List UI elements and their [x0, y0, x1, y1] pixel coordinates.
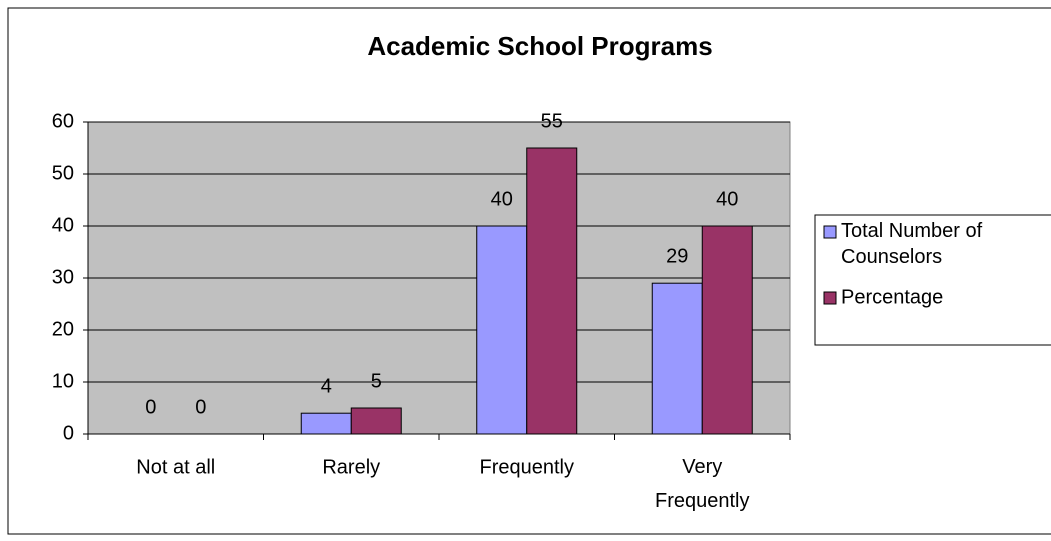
value-label: 0 [145, 396, 156, 418]
legend-label: Percentage [841, 286, 943, 308]
value-label: 40 [716, 188, 738, 210]
value-label: 29 [666, 245, 688, 267]
value-label: 40 [491, 188, 513, 210]
x-tick-label: Rarely [322, 456, 380, 478]
y-tick-label: 30 [52, 266, 74, 288]
y-tick-label: 60 [52, 110, 74, 132]
x-tick-label: Frequently [480, 456, 575, 478]
bar [476, 225, 528, 435]
y-tick-label: 20 [52, 318, 74, 340]
y-tick-label: 50 [52, 162, 74, 184]
x-tick-label: Very Frequently [655, 456, 750, 512]
legend-swatch [823, 291, 837, 305]
bar [300, 412, 352, 435]
chart-title: Academic School Programs [367, 31, 712, 61]
bar [701, 225, 753, 435]
value-label: 55 [541, 110, 563, 132]
bar [526, 147, 578, 435]
y-tick-label: 10 [52, 370, 74, 392]
value-label: 0 [195, 396, 206, 418]
bar [651, 282, 703, 435]
value-label: 4 [321, 375, 332, 397]
y-tick-label: 0 [63, 422, 74, 444]
bar [350, 407, 402, 435]
y-tick-label: 40 [52, 214, 74, 236]
legend-box [814, 214, 1051, 346]
legend-swatch [823, 225, 837, 239]
legend-label: Total Number of Counselors [841, 220, 983, 268]
value-label: 5 [371, 370, 382, 392]
x-tick-label: Not at all [136, 456, 215, 478]
